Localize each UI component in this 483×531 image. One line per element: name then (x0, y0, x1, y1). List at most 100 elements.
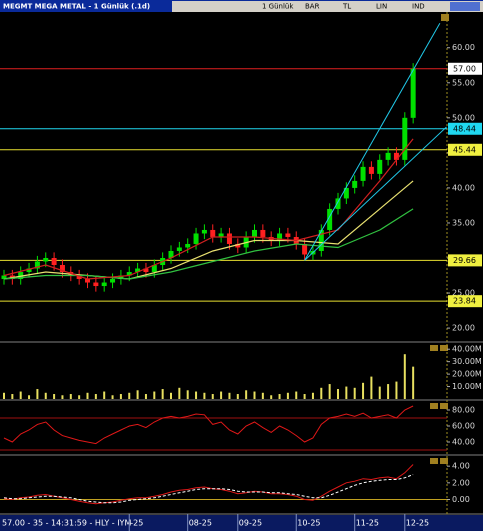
y-tick-label: 40.00 (452, 438, 475, 447)
panel-icons[interactable] (430, 14, 449, 464)
indicator-line (3, 474, 414, 504)
volume-bar (328, 384, 331, 399)
y-tick-label: 60.00 (452, 422, 475, 431)
volume-bar (111, 395, 114, 399)
y-tick-label: 20.00 (452, 324, 475, 333)
candle-body (143, 268, 149, 273)
moving-average (3, 208, 414, 280)
candle-body (43, 258, 49, 262)
x-tick-label: 11-25 (356, 519, 379, 528)
moving-average (3, 180, 414, 280)
y-tick-label: 40.00M (452, 345, 482, 354)
moving-average (3, 138, 414, 280)
level-label: 57.00 (453, 64, 476, 73)
candle-body (343, 187, 349, 199)
candle-body (252, 229, 257, 237)
y-tick-label: 50.00 (452, 113, 475, 122)
status-text: 57.00 - 35 - 14:31:59 - HLY - IYM (2, 519, 131, 528)
toolbar-item[interactable]: IND (412, 3, 425, 11)
y-tick-label: 30.00M (452, 357, 482, 366)
candle-body (402, 117, 408, 160)
volume-bar (103, 391, 106, 399)
volume-bar (270, 395, 273, 399)
level-label-box (448, 254, 482, 267)
candle-body (76, 275, 82, 280)
volume-bar (261, 392, 264, 399)
volume-bar (195, 391, 198, 399)
candle-body (193, 233, 199, 244)
volume-bar (245, 390, 248, 399)
volume-bar (11, 394, 14, 399)
volume-bar (53, 394, 56, 399)
candle-body (59, 265, 65, 273)
volume-bar (144, 394, 147, 399)
volume-bar (19, 391, 22, 399)
volume-bar (253, 391, 256, 399)
volume-bar (78, 395, 81, 399)
y-tick-label: 35.00 (452, 218, 475, 227)
candle-body (93, 282, 99, 287)
candle-body (34, 261, 40, 269)
candle-body (85, 279, 90, 283)
volume-bar (211, 394, 214, 399)
volume-bar (3, 392, 5, 399)
candle-body (327, 208, 333, 230)
volume-bar (44, 392, 47, 399)
candle-body (110, 279, 116, 283)
indicator-line (3, 405, 414, 445)
y-tick-label: 0.00 (452, 495, 470, 504)
candle-body (118, 275, 124, 280)
volume-bar (128, 392, 131, 399)
x-tick-label: -25 (130, 519, 143, 528)
volume-bar (370, 376, 373, 399)
window-title: MEGMT MEGA METAL - 1 Günlük (.1d) (3, 3, 150, 11)
y-tick-label: 55.00 (452, 78, 475, 87)
candle-body (135, 268, 141, 273)
candle-body (285, 233, 291, 237)
toolbar-item[interactable]: TL (342, 3, 351, 11)
x-tick-label: 12-25 (406, 519, 429, 528)
candle-body (226, 233, 232, 244)
volume-bar (94, 394, 97, 399)
toolbar-item[interactable]: 1 Günlük (262, 3, 294, 11)
volume-bar (395, 381, 398, 399)
x-tick-label: 08-25 (189, 519, 212, 528)
candle-body (126, 272, 132, 276)
candle-body (51, 258, 57, 266)
volume-bar (36, 389, 39, 399)
volume-bar (378, 386, 381, 399)
y-tick-label: 80.00 (452, 406, 475, 415)
panel-borders (0, 12, 483, 515)
candle-body (377, 159, 383, 174)
volume-bar (303, 394, 306, 399)
indicator-line (3, 464, 414, 505)
x-tick-label: 09-25 (239, 519, 262, 528)
volume-bar (286, 392, 289, 399)
candle-body (260, 229, 266, 237)
volume-bar (28, 395, 31, 399)
window-buttons[interactable] (450, 2, 480, 11)
y-tick-label: 10.00M (452, 382, 482, 391)
candle-body (151, 265, 157, 273)
volume-bar (236, 394, 239, 399)
level-label-box (448, 122, 482, 135)
volume-bar (69, 394, 72, 399)
y-tick-label: 40.00 (452, 183, 475, 192)
candle-body (176, 247, 182, 251)
y-tick-label: 2.00 (452, 478, 470, 487)
toolbar-item[interactable]: LIN (376, 3, 387, 11)
volume-bar (311, 392, 314, 399)
y-tick-label: 4.00 (452, 462, 470, 471)
candle-body (393, 152, 399, 160)
trendline (304, 126, 447, 261)
level-label: 23.84 (453, 297, 476, 306)
candle-body (1, 275, 7, 280)
candle-body (410, 68, 416, 118)
volume-bar (353, 387, 356, 399)
toolbar-item[interactable]: BAR (305, 3, 320, 11)
volume-bar (320, 387, 323, 399)
y-tick-label: 20.00M (452, 370, 482, 379)
level-label: 29.66 (453, 256, 476, 265)
status-bar (0, 515, 483, 531)
candle-body (368, 166, 374, 174)
